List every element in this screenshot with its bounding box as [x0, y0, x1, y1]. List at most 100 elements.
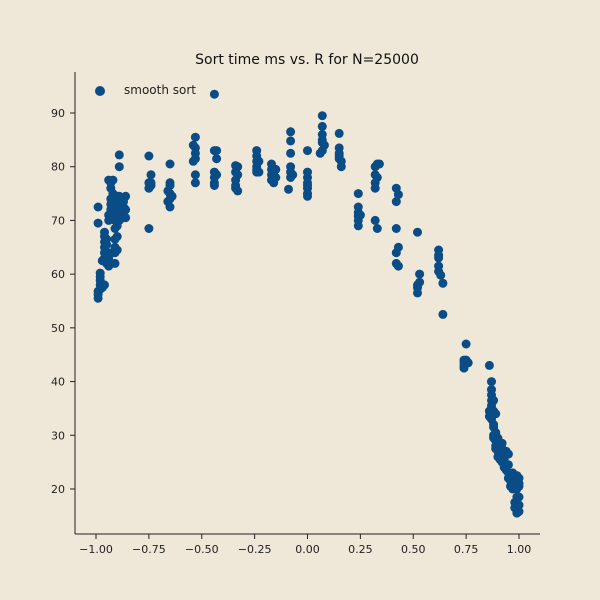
chart-title: Sort time ms vs. R for N=25000 — [195, 52, 419, 68]
x-tick-label: 0.00 — [295, 543, 320, 556]
data-point — [461, 339, 471, 349]
data-point — [463, 358, 473, 368]
x-tick-label: −0.75 — [132, 543, 166, 556]
data-point — [188, 156, 198, 166]
data-point — [391, 224, 401, 233]
data-point — [415, 277, 425, 287]
data-point — [233, 170, 243, 180]
data-point — [121, 213, 131, 223]
data-point — [413, 227, 422, 237]
data-point — [212, 146, 222, 156]
data-point — [100, 227, 109, 237]
y-tick-label: 80 — [51, 161, 65, 174]
x-tick-label: 0.75 — [454, 543, 479, 556]
data-point — [165, 159, 175, 169]
data-point — [434, 253, 444, 263]
data-point — [353, 189, 363, 199]
data-point — [144, 224, 154, 233]
x-tick-label: −1.00 — [79, 543, 113, 556]
data-point — [413, 288, 422, 298]
legend: smooth sort — [95, 83, 196, 97]
data-point — [102, 234, 112, 244]
data-point — [503, 460, 513, 470]
data-point — [114, 162, 124, 172]
x-tick-label: −0.25 — [238, 543, 272, 556]
data-point — [514, 507, 524, 516]
data-points — [93, 89, 524, 518]
data-point — [286, 127, 296, 137]
data-point — [254, 167, 264, 177]
data-point — [233, 186, 243, 196]
data-point — [514, 481, 524, 491]
y-axis-ticks: 20 30 40 50 60 70 80 90 — [51, 107, 75, 496]
data-point — [100, 280, 109, 290]
data-point — [353, 221, 363, 231]
x-tick-label: 0.25 — [348, 543, 373, 556]
data-point — [317, 111, 327, 121]
x-tick-label: 1.00 — [507, 543, 532, 556]
data-point — [372, 224, 382, 233]
data-point — [370, 183, 380, 193]
data-point — [303, 191, 312, 201]
data-point — [288, 170, 298, 180]
data-point — [212, 170, 222, 180]
y-tick-label: 70 — [51, 214, 65, 227]
data-point — [190, 178, 200, 188]
data-point — [254, 156, 264, 166]
data-point — [167, 191, 177, 201]
data-point — [112, 232, 122, 241]
data-point — [286, 148, 296, 158]
x-tick-label: −0.50 — [185, 543, 219, 556]
data-point — [233, 162, 243, 172]
y-tick-label: 40 — [51, 376, 65, 389]
data-point — [284, 184, 293, 194]
data-point — [146, 170, 156, 180]
data-point — [144, 151, 154, 161]
data-point — [104, 253, 114, 263]
data-point — [438, 278, 448, 288]
data-point — [514, 500, 524, 510]
data-point — [514, 492, 524, 502]
data-point — [372, 173, 382, 182]
data-point — [95, 268, 105, 278]
legend-label: smooth sort — [124, 83, 196, 97]
data-point — [484, 360, 494, 370]
data-point — [393, 242, 403, 252]
y-tick-label: 90 — [51, 107, 65, 120]
x-tick-label: 0.50 — [401, 543, 426, 556]
data-point — [415, 269, 425, 279]
data-point — [209, 181, 219, 190]
data-point — [393, 261, 403, 271]
data-point — [209, 89, 219, 99]
data-point — [503, 449, 513, 459]
data-point — [436, 270, 446, 280]
data-point — [303, 146, 312, 156]
data-point — [165, 178, 175, 188]
legend-marker — [95, 86, 105, 96]
data-point — [491, 409, 501, 419]
data-point — [489, 395, 499, 405]
x-axis-ticks: −1.00 −0.75 −0.50 −0.25 0.00 0.25 0.50 0.75 1.00 — [79, 534, 531, 556]
data-point — [438, 309, 448, 319]
data-point — [393, 190, 403, 200]
data-point — [146, 181, 156, 190]
data-point — [271, 164, 281, 174]
data-point — [317, 121, 327, 131]
data-point — [487, 377, 496, 387]
data-point — [93, 202, 103, 212]
data-point — [315, 148, 325, 158]
data-point — [334, 128, 344, 138]
y-tick-label: 60 — [51, 268, 65, 281]
data-point — [391, 197, 401, 207]
data-point — [336, 156, 346, 166]
data-point — [190, 132, 200, 142]
data-point — [93, 218, 103, 228]
data-point — [355, 210, 365, 220]
data-point — [212, 154, 222, 164]
data-point — [112, 245, 122, 255]
data-point — [370, 215, 380, 225]
data-point — [190, 170, 200, 180]
data-point — [121, 191, 131, 201]
